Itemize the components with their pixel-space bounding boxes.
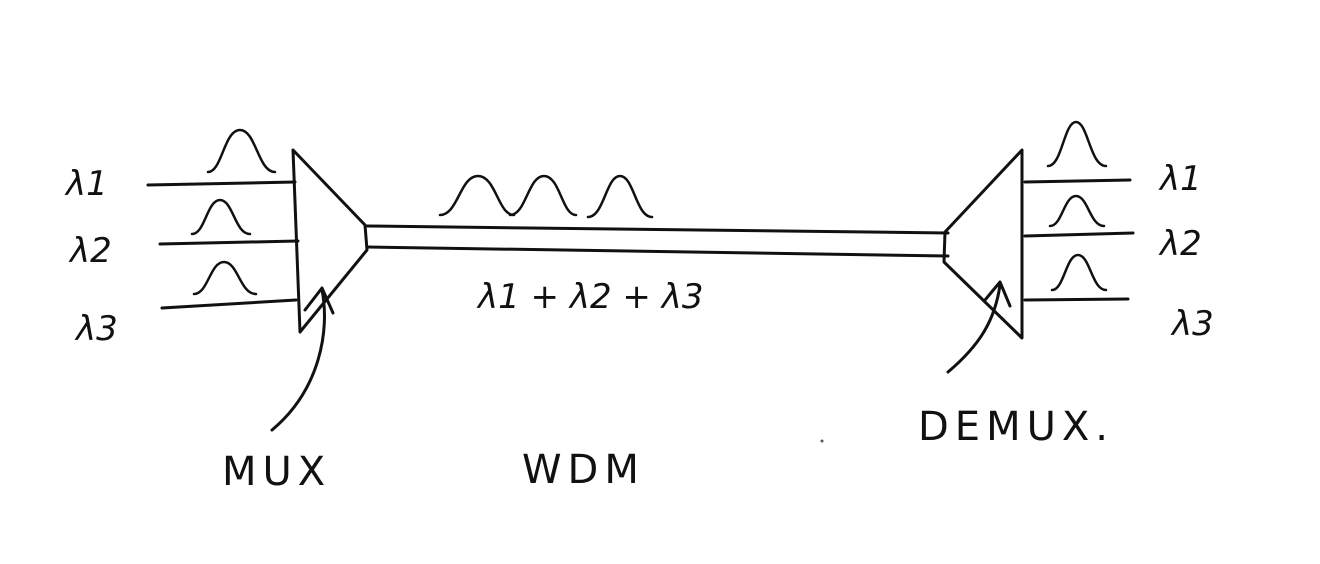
demux-label: DEMUX. <box>918 404 1114 450</box>
output-line-1 <box>1023 178 1132 184</box>
mux-label: MUX <box>222 449 331 495</box>
fiber-pulse-3 <box>586 174 654 219</box>
output-line-3 <box>1023 297 1130 302</box>
output-label-2: λ2 <box>1158 224 1202 264</box>
input-pulse-1 <box>206 128 277 174</box>
input-label-1: λ1 <box>64 164 108 204</box>
input-label-3: λ3 <box>74 309 118 349</box>
input-line-3 <box>160 298 298 310</box>
output-line-2 <box>1023 231 1135 238</box>
demux-block <box>942 148 1024 340</box>
mux-pointer-arrow <box>270 286 335 432</box>
output-pulse-2 <box>1048 194 1106 228</box>
fiber-bottom <box>365 245 950 258</box>
ink-dot <box>820 439 824 443</box>
output-label-1: λ1 <box>1158 159 1202 199</box>
input-label-2: λ2 <box>68 231 112 271</box>
output-pulse-3 <box>1050 253 1108 292</box>
demux-pointer-arrow <box>946 280 1012 374</box>
fiber-signal-label: λ1 + λ2 + λ3 <box>476 277 703 317</box>
fiber-pulse-2 <box>508 174 578 217</box>
fiber-pulse-1 <box>438 174 516 217</box>
fiber-top <box>365 224 950 235</box>
output-label-3: λ3 <box>1170 304 1214 344</box>
input-line-2 <box>158 239 300 246</box>
input-line-1 <box>146 180 297 187</box>
input-pulse-2 <box>190 198 252 236</box>
wdm-label: WDM <box>522 447 645 493</box>
mux-block <box>291 148 369 334</box>
input-pulse-3 <box>192 260 258 296</box>
output-pulse-1 <box>1046 120 1108 168</box>
